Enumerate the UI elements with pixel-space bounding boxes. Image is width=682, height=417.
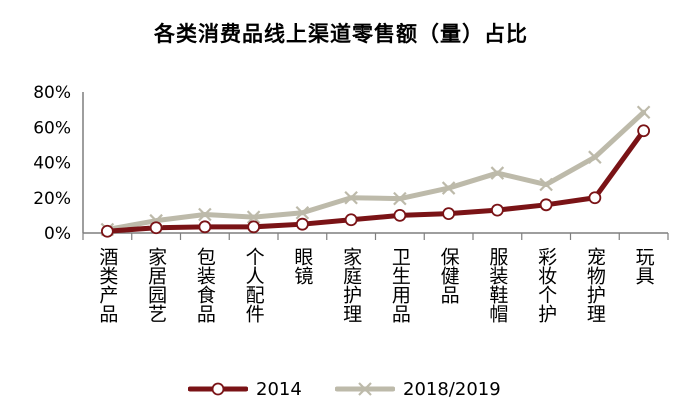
- x-category-label: 包装食品: [194, 247, 216, 323]
- data-point-x: [490, 166, 505, 180]
- legend-item: 2014: [188, 372, 302, 406]
- data-point-circle: [393, 208, 407, 222]
- data-point-circle: [100, 224, 114, 238]
- data-point-x: [198, 207, 212, 222]
- x-category-label: 玩具: [633, 247, 655, 285]
- data-point-x-stroke: [490, 166, 505, 180]
- data-point-x-stroke: [588, 150, 602, 164]
- data-point-x-stroke: [198, 207, 212, 222]
- data-point-x: [539, 177, 553, 192]
- data-point-x: [393, 191, 407, 206]
- data-point-x-stroke: [539, 177, 553, 192]
- x-category-label: 服装鞋帽: [486, 247, 508, 323]
- data-point-x: [295, 205, 310, 220]
- data-point-x-stroke: [344, 190, 358, 205]
- y-tick-label: 0%: [44, 224, 71, 244]
- y-tick-label: 80%: [33, 83, 71, 103]
- legend: 2014 2018/2019: [0, 372, 682, 406]
- chart-title: 各类消费品线上渠道零售额（量）占比: [154, 22, 528, 46]
- legend-swatch-marker: [358, 382, 372, 396]
- x-category-label: 个人配件: [243, 247, 265, 323]
- legend-label: 2018/2019: [403, 378, 501, 400]
- data-point-circle: [490, 203, 504, 217]
- series-line-2014: [104, 128, 647, 234]
- y-tick-label: 20%: [33, 189, 71, 209]
- chart-axes: [82, 92, 669, 240]
- series-line-2018-2019: [104, 109, 647, 232]
- line-chart: 0% 20% 40% 60% 80% 酒类产品 家居园艺 包装食品 个人配件 眼镜 家庭护理 卫生用…: [33, 83, 669, 323]
- legend-swatch: [335, 382, 395, 396]
- x-category-label: 宠物护理: [584, 247, 606, 323]
- data-point-circle: [247, 220, 261, 234]
- x-category-label: 酒类产品: [96, 247, 118, 323]
- legend-swatch-marker: [211, 382, 225, 396]
- x-category-label: 卫生用品: [389, 247, 411, 323]
- y-tick-label: 60%: [33, 118, 71, 138]
- data-point-circle: [198, 220, 212, 234]
- y-tick-label: 40%: [33, 154, 71, 174]
- x-category-label: 家居园艺: [145, 247, 167, 323]
- data-point-x-stroke: [393, 191, 407, 206]
- data-point-circle: [149, 221, 163, 235]
- x-category-labels: 酒类产品 家居园艺 包装食品 个人配件 眼镜 家庭护理 卫生用品 保健品 服装鞋帽 彩妆个护 宠物护…: [96, 247, 654, 323]
- data-point-circle: [637, 124, 651, 138]
- data-point-circle: [442, 207, 456, 221]
- data-point-circle: [588, 191, 602, 205]
- x-category-label: 保健品: [438, 247, 460, 304]
- legend-swatch: [188, 382, 248, 396]
- series-lines: [104, 109, 647, 234]
- x-category-label: 家庭护理: [340, 247, 362, 323]
- x-category-label: 彩妆个护: [535, 247, 557, 323]
- x-category-label: 眼镜: [291, 247, 313, 285]
- data-point-x-stroke: [246, 210, 261, 224]
- data-point-x: [344, 190, 358, 205]
- data-point-x-stroke: [441, 181, 456, 195]
- series-markers: [100, 105, 651, 238]
- data-point-x-stroke: [636, 105, 651, 120]
- y-tick-labels: 0% 20% 40% 60% 80%: [33, 83, 71, 244]
- data-point-circle: [344, 213, 358, 227]
- data-point-circle: [539, 198, 553, 212]
- data-point-x: [246, 210, 261, 224]
- data-point-x: [636, 105, 651, 120]
- data-point-circle: [295, 217, 309, 231]
- data-point-x-stroke: [295, 205, 310, 220]
- data-point-x: [588, 150, 602, 164]
- legend-item: 2018/2019: [335, 372, 501, 406]
- legend-label: 2014: [256, 378, 302, 400]
- data-point-x: [441, 181, 456, 195]
